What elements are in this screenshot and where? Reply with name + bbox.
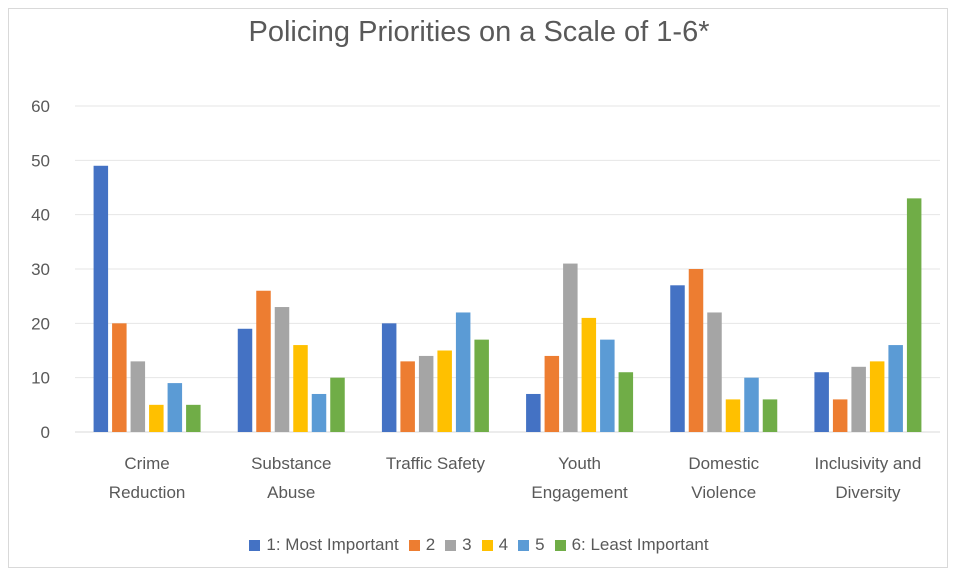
legend-swatch bbox=[518, 539, 530, 551]
bar bbox=[725, 399, 741, 432]
legend-swatch bbox=[481, 539, 493, 551]
bar bbox=[744, 377, 759, 432]
bar bbox=[906, 198, 922, 432]
bar bbox=[93, 165, 109, 432]
y-tick-label: 0 bbox=[41, 423, 50, 442]
legend-label: 5 bbox=[535, 535, 545, 554]
x-category-label: Crime bbox=[124, 454, 169, 473]
legend-label: 1: Most Important bbox=[266, 535, 399, 554]
legend-swatch bbox=[445, 539, 457, 551]
bar bbox=[688, 269, 704, 432]
y-tick-label: 40 bbox=[31, 206, 50, 225]
legend-item: 6: Least Important bbox=[554, 535, 709, 555]
bar bbox=[311, 393, 327, 432]
bar bbox=[293, 345, 308, 432]
y-tick-label: 60 bbox=[31, 97, 50, 116]
legend-label: 3 bbox=[462, 535, 472, 554]
y-tick-label: 50 bbox=[31, 151, 50, 170]
chart-frame bbox=[8, 8, 948, 568]
bar bbox=[581, 317, 597, 432]
bar bbox=[869, 361, 885, 432]
bar bbox=[814, 372, 829, 432]
bar bbox=[186, 404, 201, 432]
bar bbox=[437, 350, 452, 432]
bar bbox=[237, 328, 253, 432]
x-category-label: Youth bbox=[558, 454, 601, 473]
x-category-label: Substance bbox=[251, 454, 331, 473]
y-tick-label: 10 bbox=[31, 369, 50, 388]
bar bbox=[400, 361, 415, 432]
bar bbox=[762, 399, 778, 432]
legend-item: 3 bbox=[445, 535, 472, 555]
legend-item: 5 bbox=[518, 535, 545, 555]
bar bbox=[544, 355, 560, 432]
bar bbox=[600, 339, 615, 432]
x-category-label: Domestic bbox=[688, 454, 759, 473]
legend-item: 1: Most Important bbox=[249, 535, 399, 555]
bar bbox=[381, 323, 397, 432]
legend-item: 2 bbox=[408, 535, 436, 555]
x-category-label: Violence bbox=[691, 483, 756, 502]
legend: 1: Most Important 2 3 4 5 6: Least Important bbox=[0, 535, 958, 556]
legend-swatch bbox=[408, 539, 420, 551]
legend-label: 2 bbox=[425, 535, 436, 554]
legend-item: 4 bbox=[481, 535, 509, 555]
x-category-label: Diversity bbox=[835, 483, 901, 502]
bar bbox=[832, 399, 848, 432]
bar bbox=[526, 393, 541, 432]
chart-title: Policing Priorities on a Scale of 1-6* bbox=[248, 16, 710, 48]
bar bbox=[330, 377, 345, 432]
x-category-label: Traffic Safety bbox=[386, 454, 486, 473]
bar bbox=[888, 345, 903, 432]
bar bbox=[670, 285, 685, 432]
legend-label: 6: Least Important bbox=[571, 535, 709, 554]
bar bbox=[112, 323, 127, 432]
x-category-label: Engagement bbox=[531, 483, 628, 502]
bar bbox=[418, 355, 434, 432]
y-tick-label: 20 bbox=[31, 314, 50, 333]
bar bbox=[149, 404, 164, 432]
bar bbox=[130, 361, 146, 432]
legend-label: 4 bbox=[498, 535, 509, 554]
x-category-label: Reduction bbox=[109, 483, 186, 502]
bar bbox=[618, 372, 634, 432]
bar bbox=[474, 339, 489, 432]
x-category-label: Abuse bbox=[267, 483, 315, 502]
y-tick-label: 30 bbox=[31, 260, 50, 279]
bar bbox=[563, 263, 578, 432]
bar bbox=[256, 290, 271, 432]
bar bbox=[455, 312, 471, 432]
bar bbox=[707, 312, 722, 432]
bar bbox=[167, 383, 183, 432]
bar bbox=[274, 307, 290, 432]
legend-swatch bbox=[554, 539, 566, 551]
legend-swatch bbox=[249, 539, 261, 551]
bar bbox=[851, 366, 866, 432]
x-category-label: Inclusivity and bbox=[815, 454, 922, 473]
